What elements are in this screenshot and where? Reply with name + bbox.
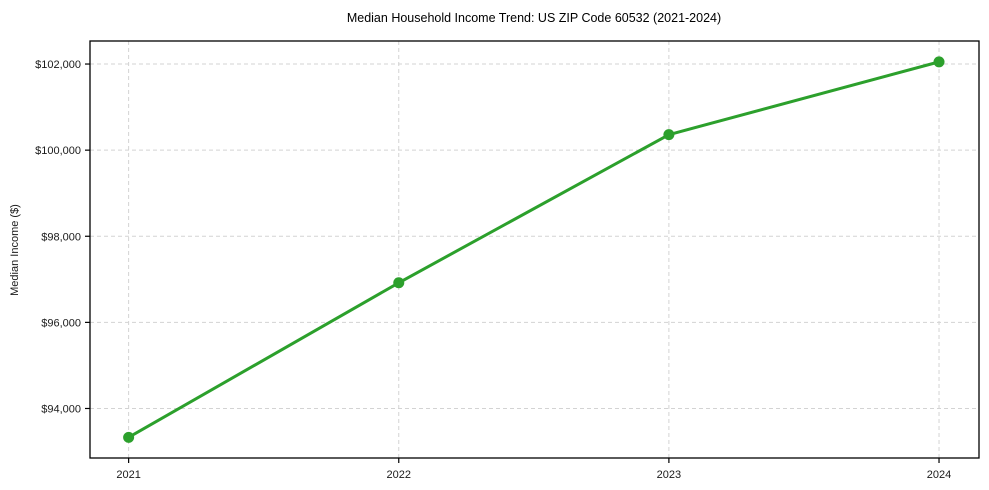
x-tick-label: 2022 <box>387 469 411 481</box>
y-tick-label: $102,000 <box>35 59 81 71</box>
y-tick-label: $94,000 <box>41 403 81 415</box>
x-tick-label: 2023 <box>657 469 681 481</box>
data-point-2024 <box>933 56 945 68</box>
x-tick-label: 2021 <box>116 469 140 481</box>
y-tick-label: $100,000 <box>35 145 81 157</box>
data-point-2021 <box>123 431 135 443</box>
plot-border <box>89 40 980 459</box>
data-point-2022 <box>393 277 405 289</box>
y-axis-label: Median Income ($) <box>9 204 21 296</box>
y-tick-label: $98,000 <box>41 231 81 243</box>
y-tick-label: $96,000 <box>41 317 81 329</box>
plot-area: $94,000 $96,000 $98,000 $100,000 $102,000 202… <box>35 40 980 481</box>
trend-line <box>127 60 941 439</box>
chart-title: Median Household Income Trend: US ZIP Co… <box>347 11 721 25</box>
x-tick-label: 2024 <box>927 469 951 481</box>
data-point-2023 <box>663 129 675 141</box>
